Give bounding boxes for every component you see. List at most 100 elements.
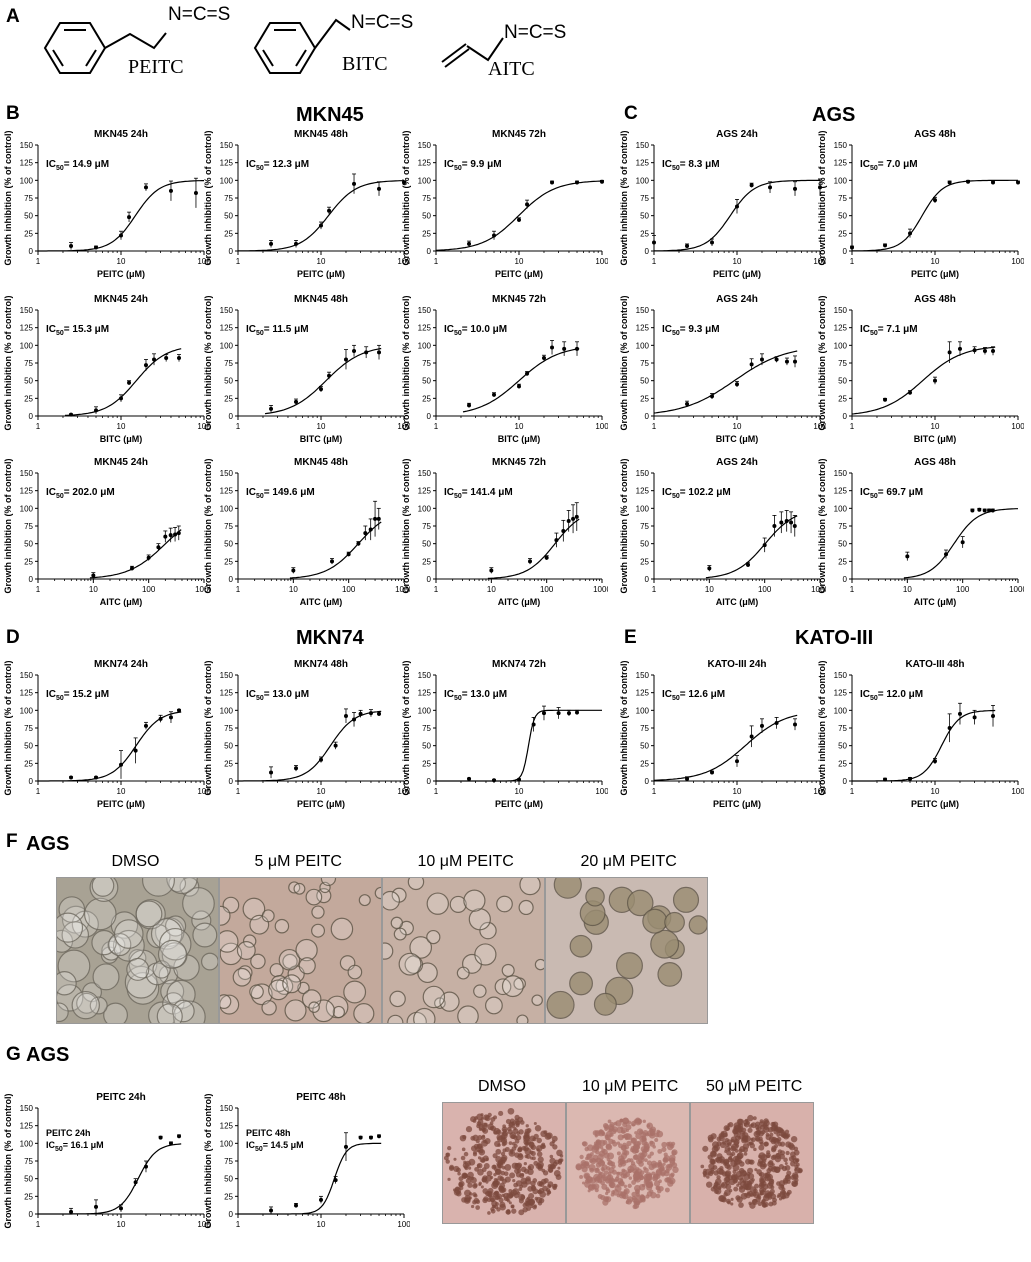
y-tick-label: 50	[838, 742, 847, 751]
x-tick-label: 1	[850, 257, 855, 266]
colony-cell	[487, 1211, 491, 1215]
x-tick-label: 1	[236, 585, 241, 594]
colony-cell	[625, 1159, 629, 1164]
cell	[311, 923, 326, 938]
colony-cell	[482, 1188, 489, 1194]
colony-cell	[596, 1139, 602, 1145]
colony-cell	[649, 1151, 654, 1156]
point-marker	[883, 243, 888, 248]
cell	[159, 927, 192, 961]
x-tick-label: 100	[813, 787, 826, 796]
colony-cell	[588, 1183, 595, 1191]
cell	[343, 980, 367, 1004]
y-tick-label: 75	[224, 194, 233, 203]
colony-cell	[545, 1132, 553, 1140]
colony-cell	[627, 1183, 632, 1189]
ic50-label: IC50= 141.4 μM	[444, 487, 513, 500]
data-point	[947, 713, 952, 743]
y-tick-label: 75	[422, 194, 431, 203]
point-marker	[119, 396, 123, 401]
colony-cell	[749, 1186, 757, 1194]
point-marker	[358, 1135, 363, 1140]
x-tick-label: 1000	[395, 585, 410, 594]
x-tick-label: 1000	[1009, 585, 1024, 594]
fit-curve	[38, 180, 204, 252]
y-tick-label: 125	[220, 1122, 234, 1131]
data-point	[343, 349, 348, 370]
chart-d2: MKN74 48h 0 25 50 75 100 125 150 1 10 100 PEITC (μM…	[203, 659, 410, 809]
y-tick-label: 150	[418, 141, 432, 150]
data-point	[517, 383, 521, 389]
fit-curve	[435, 180, 603, 251]
colony-cell	[557, 1160, 563, 1165]
cell	[501, 975, 524, 998]
colony-cell	[669, 1160, 676, 1166]
colony-cell	[447, 1146, 452, 1151]
chart-title: AGS 24h	[716, 294, 758, 305]
point-marker	[402, 180, 406, 185]
cell	[278, 948, 301, 971]
colony-cell	[719, 1195, 727, 1203]
colony-cell	[465, 1197, 471, 1203]
data-point	[467, 402, 472, 408]
colony-cell	[727, 1123, 731, 1127]
colony-cell	[646, 1124, 651, 1128]
colony-cell	[629, 1163, 637, 1171]
y-tick-label: 150	[20, 1104, 34, 1113]
y-tick-label: 150	[20, 141, 34, 150]
colony-cell	[728, 1188, 733, 1193]
data-point	[977, 507, 982, 512]
y-tick-label: 50	[224, 540, 233, 549]
cell	[422, 985, 446, 1009]
micrograph-image	[545, 877, 708, 1024]
colony-cell	[473, 1193, 478, 1198]
colony-cell	[515, 1121, 520, 1126]
colony-cell	[741, 1137, 747, 1144]
point-marker	[759, 723, 764, 728]
cell	[295, 938, 318, 962]
colony-cell	[616, 1151, 621, 1156]
chart-title: AGS 48h	[914, 457, 956, 468]
y-axis-label: Growth inhibition (% of control)	[817, 296, 827, 431]
point-marker	[525, 202, 530, 207]
data-point	[774, 356, 779, 363]
y-tick-label: 0	[843, 575, 848, 584]
point-marker	[575, 710, 580, 715]
y-tick-label: 50	[422, 377, 431, 386]
y-tick-label: 100	[20, 1139, 34, 1148]
data-point	[793, 181, 798, 196]
panel-letter-c: C	[624, 103, 638, 124]
x-tick-label: 1	[236, 1220, 241, 1229]
y-tick-label: 75	[640, 522, 649, 531]
colony-cell	[607, 1119, 612, 1124]
colony-cell	[743, 1119, 749, 1125]
colony-cell	[516, 1168, 522, 1173]
colony-cell	[723, 1125, 730, 1132]
x-tick-label: 1	[652, 585, 657, 594]
chart-title: MKN45 48h	[294, 294, 348, 305]
fit-curve	[64, 348, 182, 416]
y-tick-label: 75	[224, 1157, 233, 1166]
data-point	[575, 341, 580, 356]
point-marker	[294, 1203, 299, 1208]
point-marker	[158, 1135, 163, 1140]
point-marker	[685, 776, 690, 781]
colony-cell	[496, 1129, 502, 1135]
y-tick-label: 150	[418, 306, 432, 315]
x-tick-label: 100	[1011, 257, 1024, 266]
colony-cell	[579, 1154, 584, 1160]
y-tick-label: 100	[418, 341, 432, 350]
data-point	[352, 344, 357, 357]
point-marker	[492, 392, 497, 397]
y-tick-label: 25	[24, 394, 33, 403]
y-axis-label: Growth inhibition (% of control)	[203, 1094, 213, 1229]
cell	[407, 878, 425, 891]
point-marker	[127, 215, 132, 220]
data-point	[327, 371, 332, 380]
y-tick-label: 75	[224, 522, 233, 531]
cell	[569, 934, 593, 958]
x-tick-label: 10	[317, 422, 326, 431]
colony-cell	[619, 1157, 626, 1164]
x-tick-label: 100	[813, 257, 826, 266]
colony-cell	[539, 1191, 547, 1198]
